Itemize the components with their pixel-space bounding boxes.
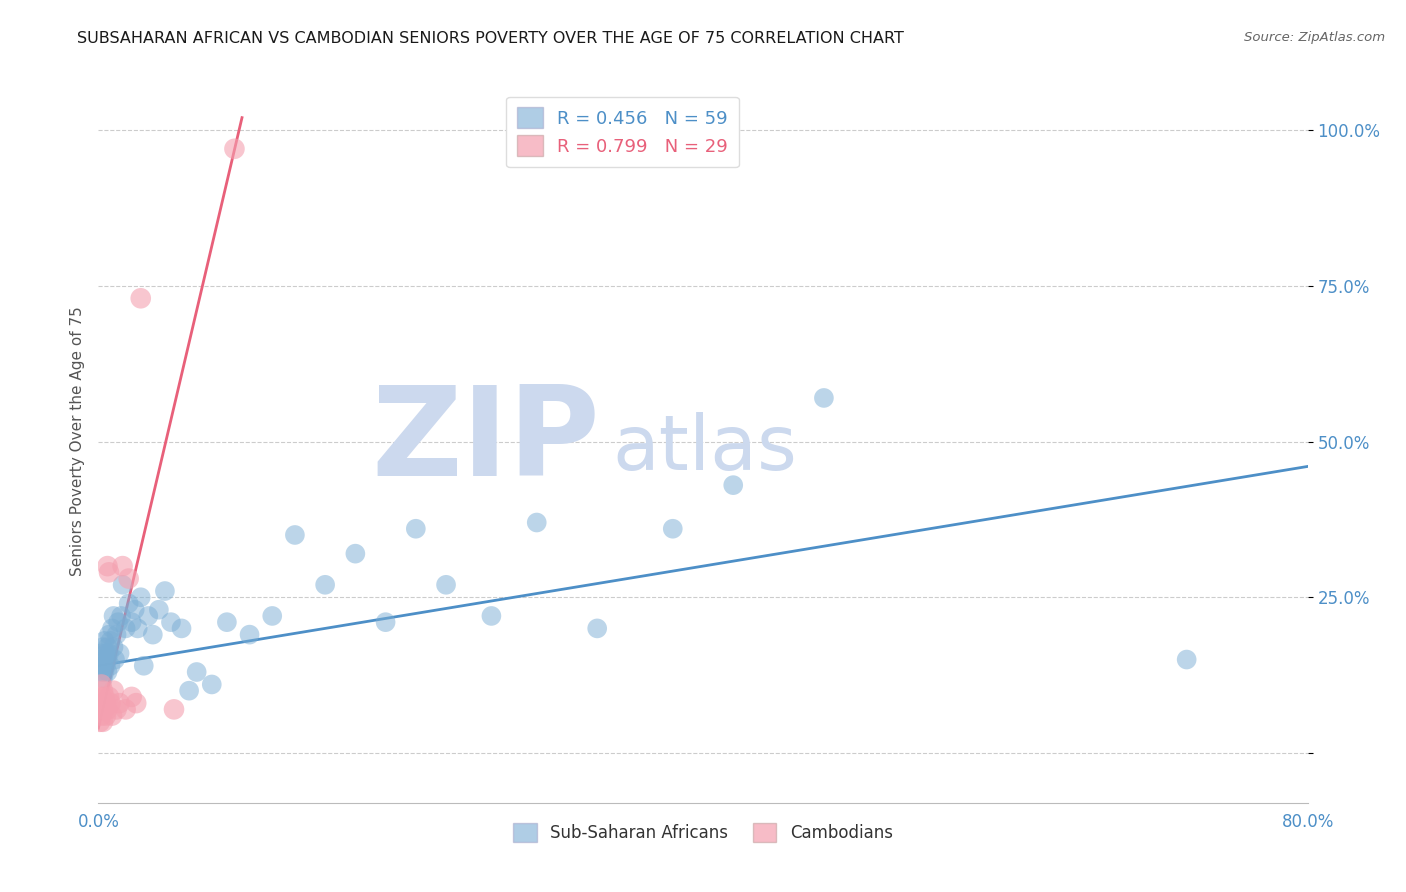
Point xyxy=(118,597,141,611)
Point xyxy=(105,627,128,641)
Point xyxy=(91,696,114,710)
Point xyxy=(93,633,115,648)
Point xyxy=(96,640,118,654)
Point xyxy=(103,683,125,698)
Point xyxy=(100,696,122,710)
Point xyxy=(94,646,117,660)
Point xyxy=(136,609,159,624)
Point xyxy=(526,516,548,530)
Point xyxy=(179,683,201,698)
Point xyxy=(224,142,246,156)
Text: atlas: atlas xyxy=(613,412,797,486)
Point xyxy=(215,615,238,630)
Point xyxy=(111,559,134,574)
Point xyxy=(434,578,457,592)
Point xyxy=(93,702,115,716)
Point xyxy=(314,578,336,592)
Point xyxy=(108,696,131,710)
Point xyxy=(110,609,132,624)
Point xyxy=(89,714,111,729)
Point xyxy=(262,609,284,624)
Point xyxy=(103,609,125,624)
Point xyxy=(344,547,367,561)
Text: Source: ZipAtlas.com: Source: ZipAtlas.com xyxy=(1244,31,1385,45)
Point xyxy=(101,708,124,723)
Point xyxy=(405,522,427,536)
Point xyxy=(98,566,121,580)
Point xyxy=(94,658,117,673)
Point xyxy=(723,478,745,492)
Point xyxy=(91,714,114,729)
Point xyxy=(105,702,128,716)
Point xyxy=(239,627,262,641)
Point xyxy=(111,578,134,592)
Point xyxy=(586,621,609,635)
Point xyxy=(93,690,115,704)
Point xyxy=(374,615,396,630)
Point xyxy=(107,615,129,630)
Point xyxy=(813,391,835,405)
Point xyxy=(91,640,114,654)
Point xyxy=(160,615,183,630)
Point xyxy=(93,665,115,679)
Point xyxy=(108,646,131,660)
Point xyxy=(1175,652,1198,666)
Point xyxy=(118,572,141,586)
Point xyxy=(104,652,127,666)
Point xyxy=(91,671,114,685)
Point xyxy=(94,696,117,710)
Point xyxy=(91,658,114,673)
Point xyxy=(170,621,193,635)
Point xyxy=(142,627,165,641)
Text: SUBSAHARAN AFRICAN VS CAMBODIAN SENIORS POVERTY OVER THE AGE OF 75 CORRELATION C: SUBSAHARAN AFRICAN VS CAMBODIAN SENIORS … xyxy=(77,31,904,46)
Point xyxy=(114,621,136,635)
Point xyxy=(129,591,152,605)
Point xyxy=(93,652,115,666)
Point xyxy=(103,640,125,654)
Point xyxy=(129,291,152,305)
Point xyxy=(90,708,112,723)
Point xyxy=(90,677,112,691)
Point xyxy=(153,584,176,599)
Point xyxy=(127,621,149,635)
Point xyxy=(91,683,114,698)
Point xyxy=(121,615,143,630)
Point xyxy=(96,559,118,574)
Point xyxy=(114,702,136,716)
Legend: Sub-Saharan Africans, Cambodians: Sub-Saharan Africans, Cambodians xyxy=(506,816,900,848)
Point xyxy=(201,677,224,691)
Point xyxy=(186,665,208,679)
Point xyxy=(89,652,111,666)
Point xyxy=(94,708,117,723)
Point xyxy=(90,665,112,679)
Point xyxy=(132,658,155,673)
Point xyxy=(100,658,122,673)
Y-axis label: Seniors Poverty Over the Age of 75: Seniors Poverty Over the Age of 75 xyxy=(69,307,84,576)
Point xyxy=(661,522,683,536)
Point xyxy=(100,633,122,648)
Point xyxy=(98,646,121,660)
Point xyxy=(481,609,503,624)
Point xyxy=(89,702,111,716)
Point xyxy=(90,646,112,660)
Point xyxy=(96,652,118,666)
Point xyxy=(121,690,143,704)
Point xyxy=(98,690,121,704)
Point xyxy=(163,702,186,716)
Point xyxy=(125,696,148,710)
Point xyxy=(148,603,170,617)
Point xyxy=(284,528,307,542)
Point xyxy=(124,603,146,617)
Point xyxy=(96,702,118,716)
Text: ZIP: ZIP xyxy=(371,381,600,502)
Point xyxy=(101,621,124,635)
Point xyxy=(96,665,118,679)
Point xyxy=(90,690,112,704)
Point xyxy=(98,627,121,641)
